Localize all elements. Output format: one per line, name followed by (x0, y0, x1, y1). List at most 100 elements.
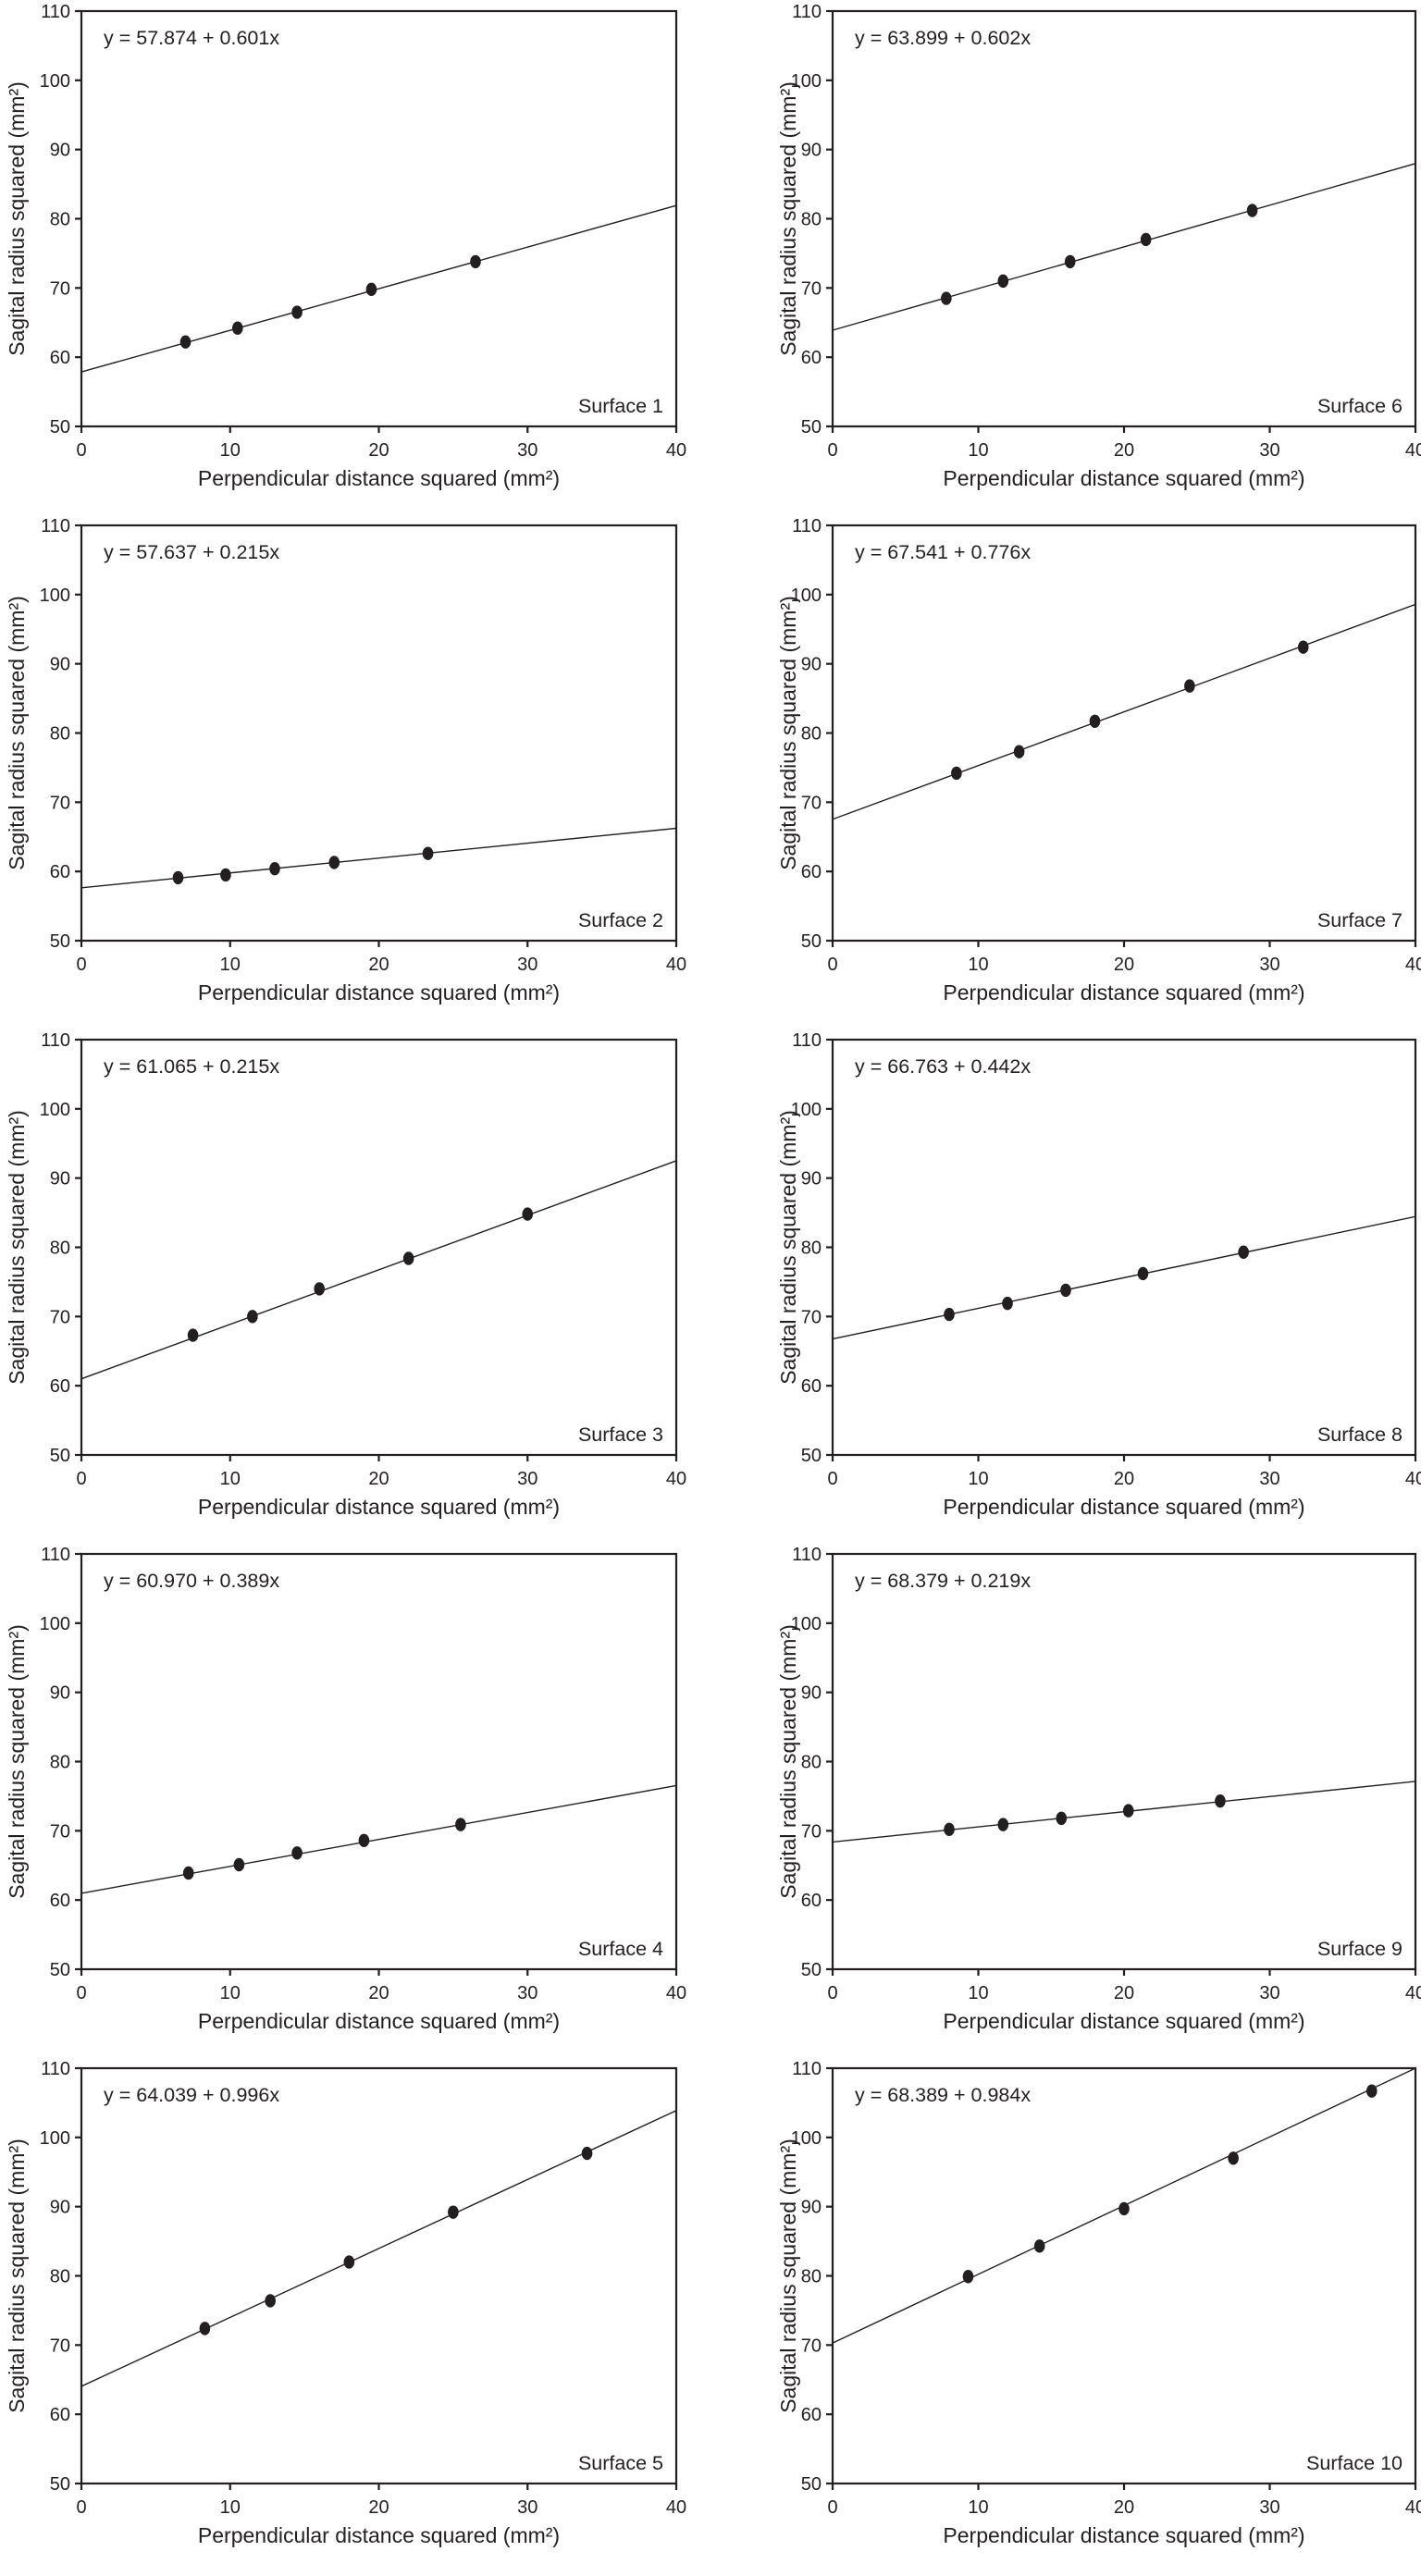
y-tick-label: 50 (50, 1960, 70, 1980)
y-tick-label: 100 (791, 2128, 822, 2149)
data-point (233, 1857, 245, 1872)
plot-box (831, 524, 1417, 943)
x-tick-label: 20 (1114, 1983, 1134, 2003)
equation-label: y = 60.970 + 0.389x (104, 1570, 279, 1592)
x-axis-title: Perpendicular distance squared (mm²) (198, 466, 560, 490)
chart-svg: 50 60 70 80 90 100 110 0 10 20 30 40 Perpendicular d… (776, 1030, 1421, 1519)
y-tick-label: 110 (41, 1545, 70, 1565)
y-tick-label: 110 (792, 516, 822, 536)
y-tick-label: 50 (50, 417, 70, 438)
y-axis-title: Sagital radius squared (mm²) (776, 596, 800, 870)
data-point (422, 846, 434, 860)
y-tick-label: 90 (50, 1169, 70, 1189)
data-point (1033, 2239, 1045, 2253)
x-tick-label: 0 (76, 955, 86, 975)
data-point (581, 2146, 593, 2161)
data-point (1122, 1804, 1134, 1818)
x-tick-label: 30 (1259, 955, 1279, 975)
x-tick-label: 20 (368, 2497, 389, 2518)
x-axis-title: Perpendicular distance squared (mm²) (198, 980, 560, 1005)
data-point (962, 2270, 974, 2284)
y-tick-label: 70 (50, 278, 70, 299)
x-axis-title: Perpendicular distance squared (mm²) (943, 980, 1304, 1005)
y-tick-label: 90 (801, 1169, 822, 1189)
y-axis-title: Sagital radius squared (mm²) (776, 1624, 800, 1899)
equation-label: y = 57.637 + 0.215x (104, 541, 279, 563)
plot-box (831, 2066, 1417, 2485)
x-tick-label: 20 (368, 955, 389, 975)
surface-plot-panel-1: 50 60 70 80 90 100 110 0 10 20 30 40 Perpendicular d… (0, 0, 710, 514)
x-tick-label: 10 (968, 955, 988, 975)
data-point (944, 1307, 955, 1322)
y-tick-label: 60 (50, 1376, 70, 1397)
data-point (1089, 714, 1101, 728)
data-point (291, 305, 303, 319)
data-point (247, 1310, 258, 1324)
data-point (1184, 679, 1195, 693)
fit-line (832, 1215, 1416, 1340)
data-point (187, 1328, 199, 1342)
surface-label: Surface 3 (578, 1424, 663, 1446)
chart-svg: 50 60 70 80 90 100 110 0 10 20 30 40 Perpendicular d… (5, 2, 686, 490)
surface-plot-panel-3: 50 60 70 80 90 100 110 0 10 20 30 40 Perpendicular d… (0, 1029, 710, 1543)
plot-box (80, 9, 678, 428)
x-tick-label: 10 (220, 955, 241, 975)
surface-plot-panel-6: 50 60 70 80 90 100 110 0 10 20 30 40 Perpendicular d… (710, 0, 1421, 514)
x-axis-title: Perpendicular distance squared (mm²) (198, 2523, 560, 2547)
y-tick-label: 110 (792, 1545, 822, 1565)
y-tick-label: 70 (50, 2336, 70, 2356)
x-tick-label: 30 (517, 440, 538, 461)
data-point (1118, 2201, 1130, 2216)
x-tick-label: 40 (666, 1983, 686, 2003)
chart-svg: 50 60 70 80 90 100 110 0 10 20 30 40 Perpendicular d… (776, 2059, 1421, 2547)
y-tick-label: 90 (801, 141, 822, 161)
x-tick-label: 40 (1405, 1469, 1421, 1489)
data-point (522, 1207, 534, 1221)
data-point (199, 2322, 211, 2336)
surface-label: Surface 4 (578, 1938, 663, 1960)
fit-line (80, 1784, 677, 1894)
surface-plot-panel-9: 50 60 70 80 90 100 110 0 10 20 30 40 Perpendicular d… (710, 1543, 1421, 2057)
x-tick-label: 40 (666, 2497, 686, 2518)
y-tick-label: 80 (50, 1239, 70, 1259)
x-tick-label: 0 (76, 440, 86, 461)
data-point (314, 1282, 326, 1296)
data-point (402, 1251, 414, 1265)
x-tick-label: 30 (517, 1983, 538, 2003)
data-point (944, 1822, 955, 1837)
plot-box (80, 1552, 678, 1971)
y-tick-label: 100 (40, 1614, 70, 1634)
y-axis-title: Sagital radius squared (mm²) (776, 2138, 800, 2413)
x-tick-label: 0 (827, 1983, 837, 2003)
data-point (470, 254, 481, 269)
x-axis-title: Perpendicular distance squared (mm²) (198, 2009, 560, 2033)
x-tick-label: 10 (220, 2497, 241, 2518)
y-tick-label: 70 (50, 793, 70, 813)
x-tick-label: 0 (76, 2497, 86, 2518)
equation-label: y = 63.899 + 0.602x (855, 27, 1031, 49)
y-tick-label: 70 (50, 1821, 70, 1842)
fit-line (80, 204, 677, 373)
y-tick-label: 80 (50, 2267, 70, 2287)
y-tick-label: 60 (50, 862, 70, 882)
data-point (291, 1846, 303, 1860)
x-tick-label: 10 (968, 1983, 988, 2003)
x-axis-title: Perpendicular distance squared (mm²) (943, 466, 1304, 490)
surface-label: Surface 5 (578, 2452, 663, 2474)
x-tick-label: 40 (666, 955, 686, 975)
surface-plot-panel-10: 50 60 70 80 90 100 110 0 10 20 30 40 Perpendicular d… (710, 2057, 1421, 2571)
y-tick-label: 70 (801, 2336, 822, 2356)
y-tick-label: 70 (801, 278, 822, 299)
x-tick-label: 0 (827, 440, 837, 461)
data-point (358, 1833, 370, 1848)
y-tick-label: 80 (50, 1753, 70, 1773)
x-tick-label: 0 (827, 2497, 837, 2518)
x-axis-title: Perpendicular distance squared (mm²) (198, 1495, 560, 1519)
data-point (1140, 232, 1152, 247)
x-tick-label: 0 (76, 1983, 86, 2003)
data-point (182, 1866, 194, 1880)
data-point (941, 291, 952, 305)
equation-label: y = 64.039 + 0.996x (104, 2084, 279, 2106)
x-tick-label: 20 (368, 440, 389, 461)
